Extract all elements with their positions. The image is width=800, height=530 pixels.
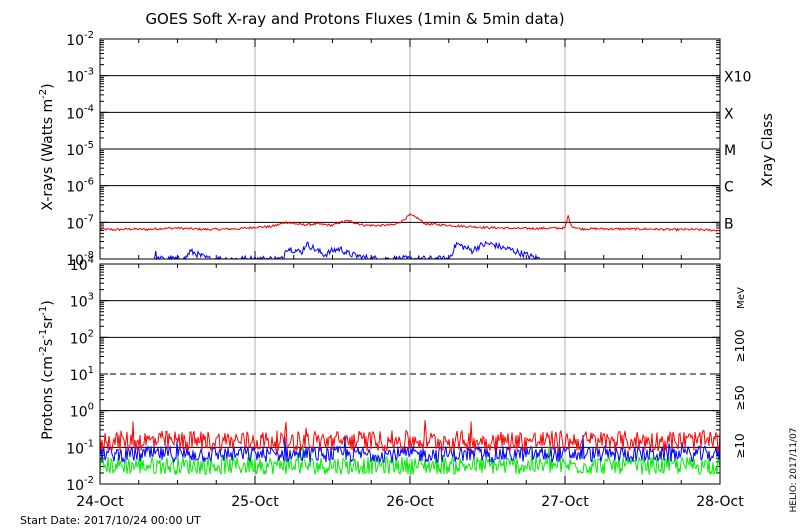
xray-y-tick-label: 10-8 [66, 250, 94, 269]
x-tick-label: 28-Oct [696, 494, 744, 510]
legend-ge50: ≥50 [733, 385, 747, 410]
proton-unit-label: MeV [736, 287, 747, 309]
proton-y-tick-label: 100 [70, 402, 94, 421]
xray-class-label: B [724, 216, 734, 232]
xray-y-axis-label: X-rays (Watts m-2) [38, 83, 56, 210]
proton-y-tick-label: 10-1 [66, 438, 94, 457]
proton-y-tick-label: 101 [70, 365, 94, 384]
proton-y-tick-label: 10-2 [66, 475, 94, 494]
chart-title: GOES Soft X-ray and Protons Fluxes (1min… [145, 10, 564, 28]
xray-short-series [153, 240, 542, 261]
xray-class-label: X10 [724, 70, 751, 86]
proton-y-tick-label: 103 [70, 292, 94, 311]
xray-class-label: M [724, 143, 736, 159]
xray-y-tick-label: 10-6 [66, 177, 94, 196]
xray-y-tick-label: 10-5 [66, 140, 94, 159]
start-date-label: Start Date: 2017/10/24 00:00 UT [20, 514, 201, 527]
xray-y-tick-label: 10-7 [66, 213, 94, 232]
xray-long-series [99, 213, 721, 232]
proton-series-ge10 [99, 420, 721, 453]
legend-ge100: ≥100 [733, 330, 747, 363]
x-axis-labels: 24-Oct 25-Oct 26-Oct 27-Oct 28-Oct [76, 494, 744, 510]
xray-y-tick-label: 10-4 [66, 103, 94, 122]
helio-stamp: HELIO: 2017/11/07 [789, 428, 799, 513]
proton-panel: 10-2 10-1 100 101 102 103 104 [66, 255, 721, 494]
x-tick-label: 26-Oct [386, 494, 434, 510]
proton-series-ge50 [99, 435, 721, 464]
proton-y-tick-label: 102 [70, 328, 94, 347]
x-tick-label: 27-Oct [541, 494, 589, 510]
proton-y-axis-label: Protons (cm-2s-1sr-1) [38, 300, 56, 439]
proton-frame [99, 263, 721, 485]
proton-y-tick-label: 104 [70, 255, 94, 274]
xray-y-tick-label: 10-3 [66, 67, 94, 86]
x-tick-label: 24-Oct [76, 494, 124, 510]
xray-class-label: C [724, 180, 734, 196]
xray-frame [99, 38, 721, 260]
x-tick-label: 25-Oct [231, 494, 279, 510]
xray-panel: 10-8 10-7 10-6 10-5 10-4 10-3 10-2 B C M X X10 [66, 30, 751, 269]
xray-class-axis-label: Xray Class [760, 113, 776, 187]
xray-class-label: X [724, 106, 734, 122]
legend-ge10: ≥10 [733, 433, 747, 458]
xray-y-tick-label: 10-2 [66, 30, 94, 49]
